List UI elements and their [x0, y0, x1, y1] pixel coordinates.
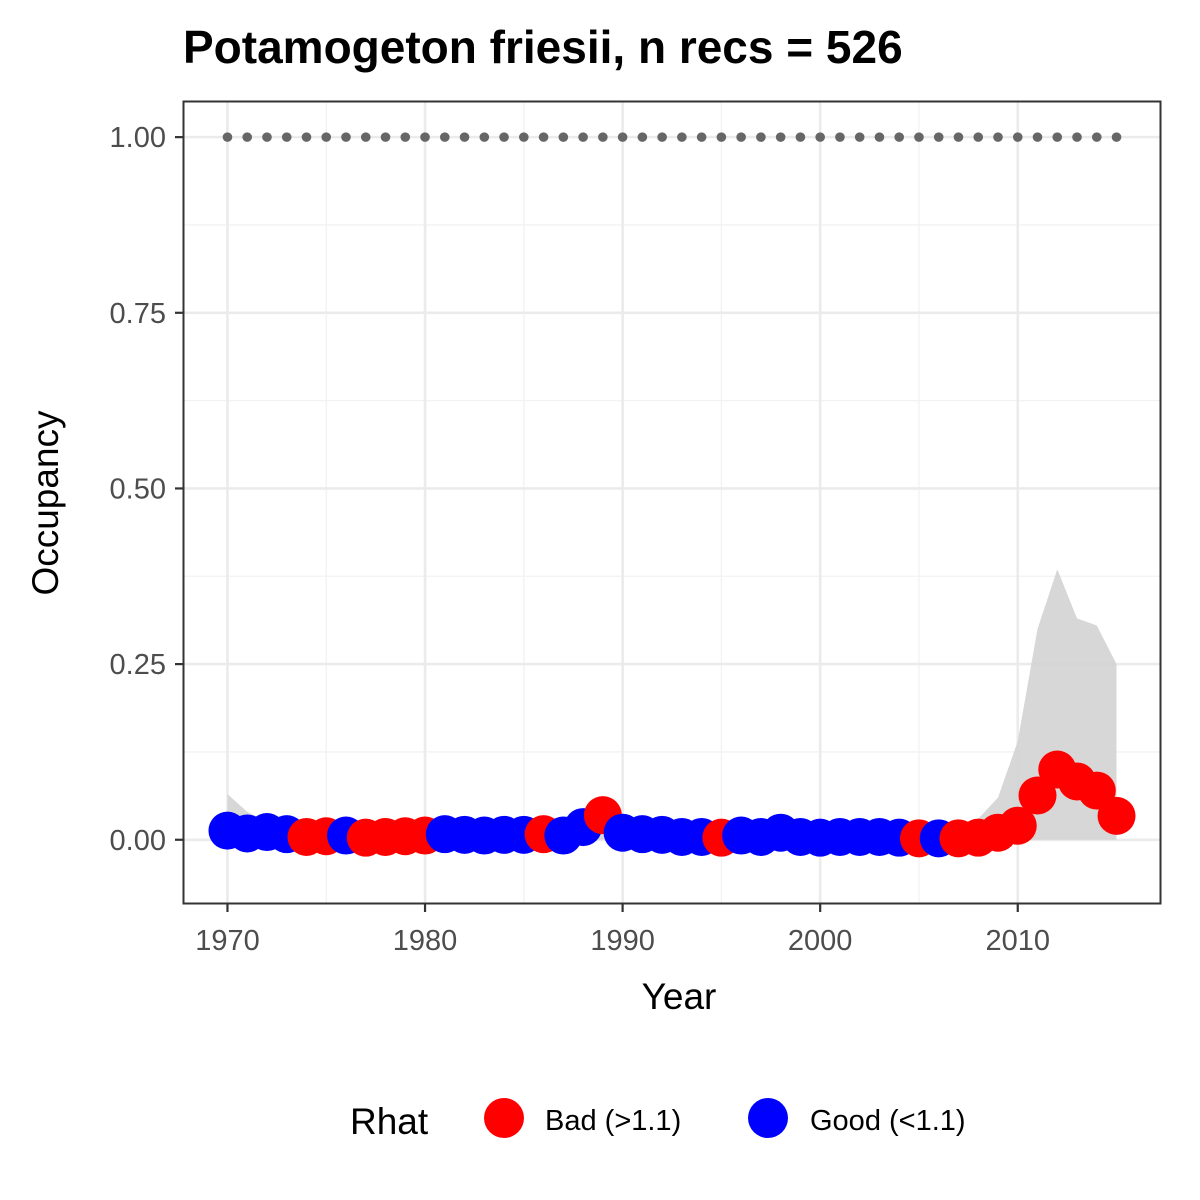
reference-dot [716, 132, 727, 142]
y-tick-label: 0.00 [110, 825, 166, 857]
reference-dot [835, 132, 845, 142]
data-points [208, 750, 1136, 858]
reference-dot [1012, 132, 1023, 142]
x-tick-label: 1990 [590, 925, 655, 957]
legend-key-bad [484, 1098, 524, 1138]
reference-dot [1032, 132, 1043, 142]
reference-dot [598, 132, 608, 142]
reference-dot [973, 132, 984, 142]
legend-title: Rhat [350, 1101, 429, 1142]
reference-dot [420, 132, 430, 142]
reference-dot [795, 132, 806, 142]
y-tick-label: 1.00 [110, 122, 166, 154]
reference-dot [696, 132, 707, 142]
y-axis-title: Occupancy [25, 410, 66, 596]
plot-panel [183, 101, 1161, 904]
y-tick-label: 0.50 [110, 473, 166, 505]
reference-dot [874, 132, 885, 142]
reference-dot [775, 132, 786, 142]
reference-dot [756, 132, 766, 142]
reference-dotted-line [222, 132, 1122, 142]
legend-label-good: Good (<1.1) [810, 1105, 966, 1137]
legend-label-bad: Bad (>1.1) [545, 1105, 681, 1137]
reference-dot [993, 132, 1003, 142]
reference-dot [499, 132, 509, 142]
chart-title: Potamogeton friesii, n recs = 526 [183, 21, 903, 73]
reference-dot [933, 132, 944, 142]
reference-dot [578, 132, 588, 142]
reference-dot [815, 132, 825, 142]
reference-dot [894, 132, 905, 142]
reference-dot [301, 132, 312, 142]
reference-dot [222, 132, 233, 142]
legend-key-good [748, 1098, 788, 1138]
legend: Rhat Bad (>1.1) Good (<1.1) [350, 1098, 966, 1142]
reference-dot [1091, 132, 1102, 142]
reference-dot [360, 132, 371, 142]
x-tick-label: 2000 [788, 925, 853, 957]
reference-dot [914, 132, 924, 142]
data-point-bad [1097, 796, 1136, 835]
reference-dot [262, 132, 272, 142]
x-tick-label: 2010 [985, 925, 1050, 957]
y-tick-label: 0.75 [110, 298, 166, 330]
y-axis: 0.00 0.25 0.50 0.75 1.00 [110, 122, 183, 857]
reference-dot [538, 132, 549, 142]
reference-dot [1072, 132, 1082, 142]
reference-dot [617, 132, 628, 142]
data-point-bad [998, 806, 1037, 845]
x-axis: 1970 1980 1990 2000 2010 [195, 904, 1050, 957]
reference-dot [677, 132, 687, 142]
reference-dot [558, 132, 569, 142]
reference-dot [321, 132, 332, 142]
plot-border [182, 100, 1162, 905]
x-tick-label: 1980 [393, 925, 458, 957]
reference-dot [736, 132, 746, 142]
reference-dot [1111, 132, 1122, 142]
reference-dot [657, 132, 667, 142]
x-tick-label: 1970 [195, 925, 260, 957]
reference-dot [341, 132, 351, 142]
reference-dot [519, 132, 529, 142]
reference-dot [242, 132, 253, 142]
reference-dot [281, 132, 292, 142]
reference-dot [439, 132, 450, 142]
y-tick-label: 0.25 [110, 649, 166, 681]
reference-dot [479, 132, 490, 142]
reference-dot [854, 132, 865, 142]
reference-dot [1052, 132, 1063, 142]
x-axis-title: Year [642, 976, 717, 1017]
reference-dot [459, 132, 470, 142]
reference-dot [637, 132, 648, 142]
reference-dot [953, 132, 964, 142]
reference-dot [380, 132, 391, 142]
data-point-bad [1018, 776, 1057, 815]
reference-dot [400, 132, 411, 142]
minor-gridlines [184, 102, 1160, 903]
